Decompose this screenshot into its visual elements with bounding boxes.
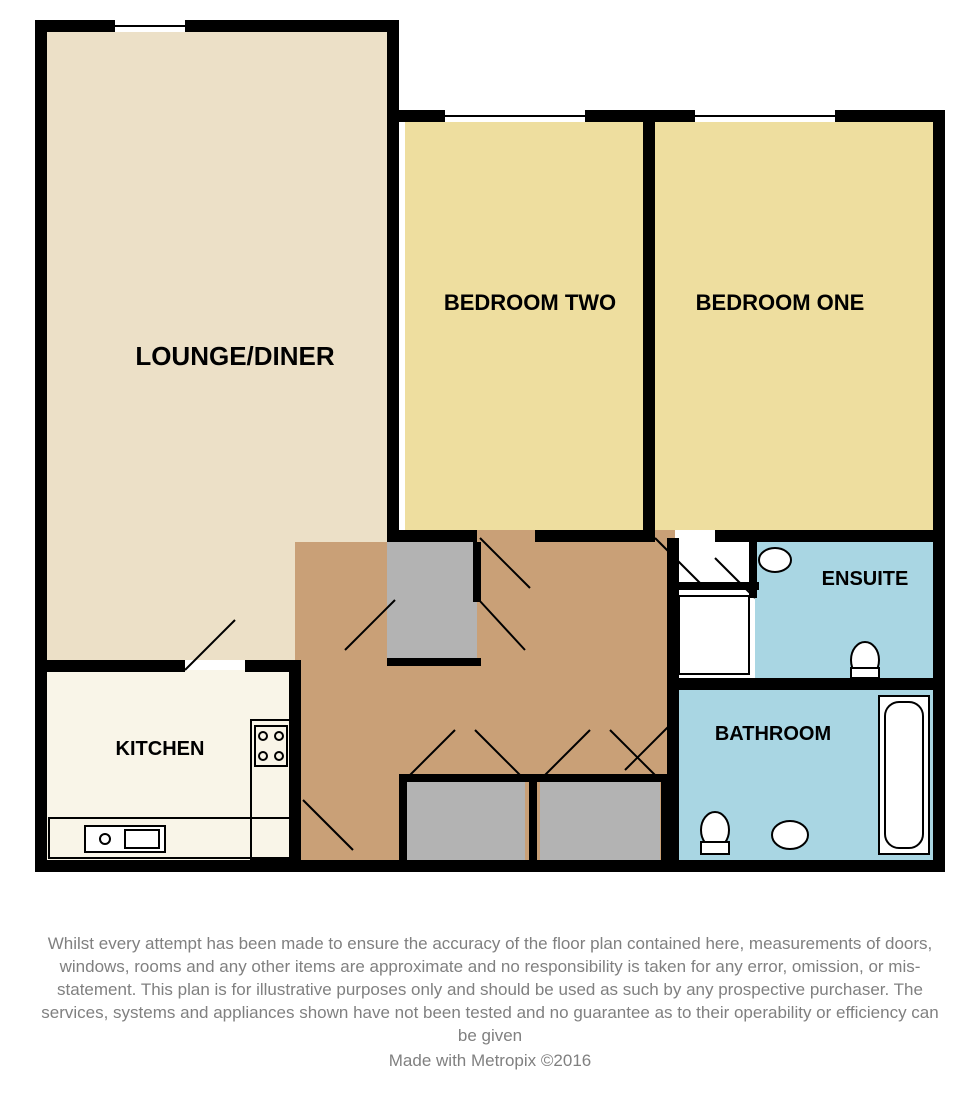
- label-kitchen: KITCHEN: [116, 738, 205, 760]
- label-lounge: LOUNGE/DINER: [135, 341, 335, 371]
- label-bedroom-two: BEDROOM TWO: [444, 290, 616, 315]
- room-storage-2: [405, 780, 525, 860]
- floorplan-svg: LOUNGE/DINER BEDROOM TWO BEDROOM ONE KIT…: [35, 20, 945, 900]
- label-bedroom-one: BEDROOM ONE: [696, 290, 865, 315]
- floorplan-container: LOUNGE/DINER BEDROOM TWO BEDROOM ONE KIT…: [35, 20, 945, 900]
- label-ensuite: ENSUITE: [822, 568, 909, 590]
- credit-text: Made with Metropix ©2016: [30, 1050, 950, 1073]
- room-bedroom-one: [655, 122, 933, 530]
- room-bedroom-two: [405, 122, 643, 530]
- room-storage-1: [387, 542, 477, 662]
- label-bathroom: BATHROOM: [715, 723, 831, 745]
- disclaimer-text: Whilst every attempt has been made to en…: [30, 933, 950, 1073]
- room-storage-3: [540, 780, 660, 860]
